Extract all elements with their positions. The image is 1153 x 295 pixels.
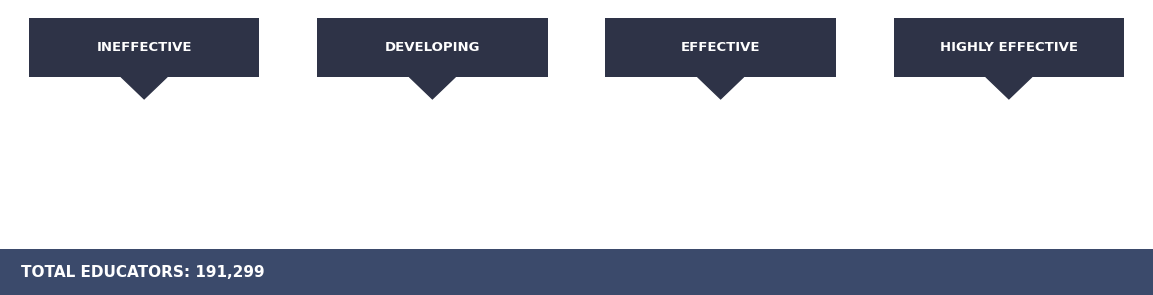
Text: EFFECTIVE: EFFECTIVE (681, 41, 760, 54)
Text: INEFFECTIVE: INEFFECTIVE (97, 41, 191, 54)
Text: 5,914: 5,914 (115, 135, 173, 154)
Text: DEVELOPING: DEVELOPING (385, 41, 480, 54)
Text: 3%: 3% (129, 177, 159, 195)
FancyBboxPatch shape (894, 18, 1124, 77)
FancyBboxPatch shape (0, 249, 1153, 295)
Text: 56%: 56% (699, 177, 743, 195)
FancyBboxPatch shape (605, 18, 836, 77)
Text: 107,426: 107,426 (679, 135, 762, 154)
FancyBboxPatch shape (29, 18, 259, 77)
Text: 7%: 7% (417, 177, 447, 195)
Text: 12,591: 12,591 (398, 135, 467, 154)
FancyBboxPatch shape (317, 18, 548, 77)
Text: TOTAL EDUCATORS: 191,299: TOTAL EDUCATORS: 191,299 (21, 265, 264, 280)
Text: 34%: 34% (987, 177, 1031, 195)
Polygon shape (986, 77, 1032, 99)
Polygon shape (409, 77, 455, 99)
Text: 65,368: 65,368 (974, 135, 1043, 154)
Polygon shape (698, 77, 744, 99)
Polygon shape (121, 77, 167, 99)
Text: HIGHLY EFFECTIVE: HIGHLY EFFECTIVE (940, 41, 1078, 54)
